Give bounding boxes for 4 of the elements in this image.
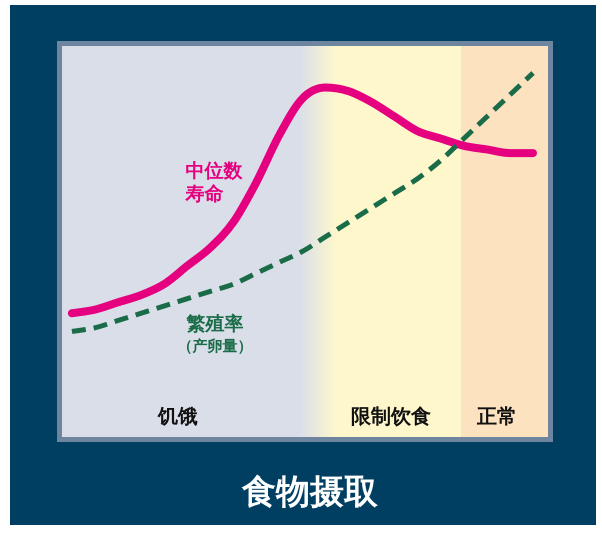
xlabel: 食物摄取 — [242, 472, 378, 512]
annotation: 饥饿 — [158, 404, 198, 428]
annotation: 正常 — [476, 404, 517, 428]
annotation: 限制饮食 — [351, 404, 432, 428]
